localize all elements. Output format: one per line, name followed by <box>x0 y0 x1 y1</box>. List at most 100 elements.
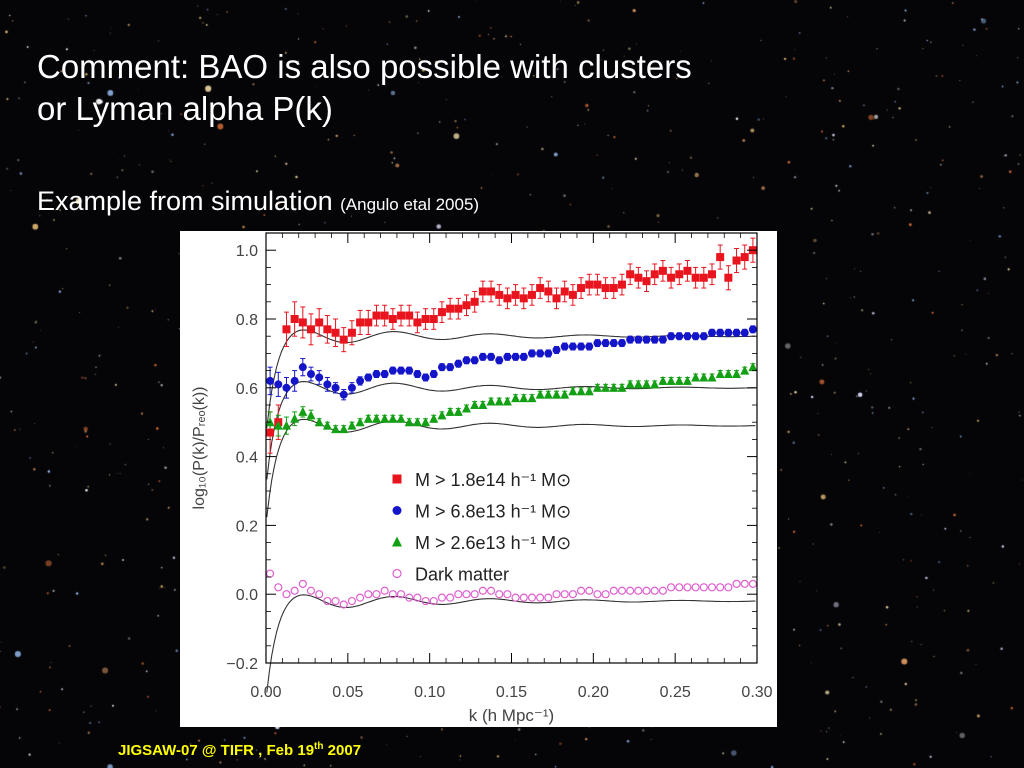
data-point-series-2 <box>347 383 356 392</box>
data-point-series-1 <box>397 311 406 320</box>
data-point-series-1 <box>503 294 512 303</box>
data-point-series-1 <box>372 311 381 320</box>
data-point-series-1 <box>495 290 504 299</box>
data-point-series-1 <box>478 287 487 296</box>
slide-subtitle: Example from simulation (Angulo etal 200… <box>37 186 479 217</box>
theory-curve-2.6e13 <box>266 418 756 518</box>
data-point-series-3 <box>601 382 611 392</box>
data-point-series-3 <box>273 420 283 430</box>
data-point-series-4 <box>666 583 676 592</box>
data-point-series-1 <box>298 318 307 327</box>
data-point-series-2 <box>290 376 299 385</box>
y-tick-label: 1.0 <box>236 243 258 260</box>
x-axis-label: k (h Mpc⁻¹) <box>469 706 554 725</box>
data-point-series-2 <box>421 373 430 382</box>
y-tick-label: 0.0 <box>236 587 258 604</box>
data-point-series-4 <box>683 583 692 592</box>
plot-frame <box>265 232 758 664</box>
data-point-series-2 <box>437 363 446 372</box>
data-point-series-2 <box>503 352 512 361</box>
data-point-series-3 <box>748 362 758 372</box>
data-point-series-1 <box>323 325 332 334</box>
theory-curve-1.8e14 <box>266 329 756 428</box>
data-point-series-4 <box>290 586 299 595</box>
y-tick-label: −0.2 <box>226 656 258 673</box>
data-point-series-3 <box>363 413 373 423</box>
data-point-series-4 <box>495 590 504 599</box>
data-point-series-3 <box>445 406 455 416</box>
data-point-series-2 <box>331 383 340 392</box>
data-point-series-4 <box>486 586 496 595</box>
data-point-series-2 <box>593 339 602 348</box>
footer: JIGSAW-07 @ TIFR , Feb 19th 2007 <box>118 741 361 759</box>
data-point-series-3 <box>314 417 324 427</box>
chart: 0.00 0.05 0.10 0.15 0.20 0.25 0.30 −0.2 0.0 0.2 0.… <box>191 232 773 725</box>
data-point-series-3 <box>494 396 504 406</box>
legend-marker-1 <box>392 474 402 484</box>
data-point-series-3 <box>511 393 521 403</box>
data-point-series-3 <box>290 413 300 423</box>
data-point-series-4 <box>323 596 332 606</box>
legend-label-2: M > 6.8e13 h⁻¹ M⊙ <box>415 502 571 522</box>
data-point-series-1 <box>667 273 676 282</box>
data-point-series-4 <box>478 586 487 595</box>
data-point-series-1 <box>511 290 520 299</box>
data-point-series-1 <box>339 335 348 344</box>
data-point-series-1 <box>691 273 700 282</box>
data-point-series-2 <box>470 356 479 365</box>
data-point-series-3 <box>543 389 553 399</box>
data-point-series-2 <box>568 342 577 351</box>
data-point-series-3 <box>535 389 545 399</box>
data-point-series-2 <box>748 325 757 334</box>
data-point-series-4 <box>421 596 430 606</box>
data-point-series-4 <box>585 586 594 595</box>
data-point-series-3 <box>355 417 365 427</box>
x-tick-label: 0.15 <box>496 684 527 701</box>
data-point-series-4 <box>593 590 602 599</box>
data-point-series-2 <box>388 366 397 375</box>
data-point-series-2 <box>560 342 569 351</box>
data-point-series-2 <box>487 352 496 361</box>
data-point-series-2 <box>716 328 725 337</box>
data-point-series-4 <box>380 586 389 595</box>
data-point-series-2 <box>626 335 635 344</box>
data-point-series-4 <box>601 590 610 599</box>
data-point-series-4 <box>732 579 741 588</box>
data-point-series-2 <box>315 373 324 382</box>
data-point-series-4 <box>274 583 283 592</box>
citation: (Angulo etal 2005) <box>340 195 480 214</box>
data-point-series-4 <box>691 583 700 592</box>
data-point-series-2 <box>732 328 741 337</box>
data-point-series-4 <box>544 593 553 602</box>
data-point-series-1 <box>437 308 446 317</box>
data-point-series-4 <box>716 583 725 592</box>
data-point-series-3 <box>527 393 537 403</box>
data-point-series-3 <box>396 413 406 423</box>
footer-year: 2007 <box>323 742 362 759</box>
data-point-series-4 <box>331 596 340 606</box>
data-point-series-3 <box>339 424 349 434</box>
data-point-series-2 <box>683 332 692 341</box>
data-point-series-3 <box>666 375 676 385</box>
data-point-series-2 <box>462 356 471 365</box>
data-point-series-1 <box>683 266 692 275</box>
data-point-series-2 <box>642 335 651 344</box>
data-point-series-4 <box>740 579 749 588</box>
data-point-series-1 <box>560 287 569 296</box>
data-point-series-2 <box>707 328 716 337</box>
data-point-series-4 <box>356 593 365 602</box>
data-point-series-1 <box>585 280 594 289</box>
data-point-series-3 <box>625 379 635 389</box>
data-point-series-3 <box>707 372 717 382</box>
data-point-series-2 <box>478 352 487 361</box>
data-point-series-1 <box>536 284 545 293</box>
data-point-series-4 <box>503 590 512 599</box>
data-point-series-2 <box>429 370 438 379</box>
y-axis-label: log₁₀(P(k)/Pᵣₑₒ(k)) <box>191 387 208 510</box>
data-point-series-1 <box>617 280 626 289</box>
data-point-series-1 <box>601 284 610 293</box>
data-point-series-1 <box>716 253 725 262</box>
data-point-series-1 <box>487 287 496 296</box>
data-point-series-2 <box>699 332 708 341</box>
data-point-series-4 <box>552 590 561 599</box>
